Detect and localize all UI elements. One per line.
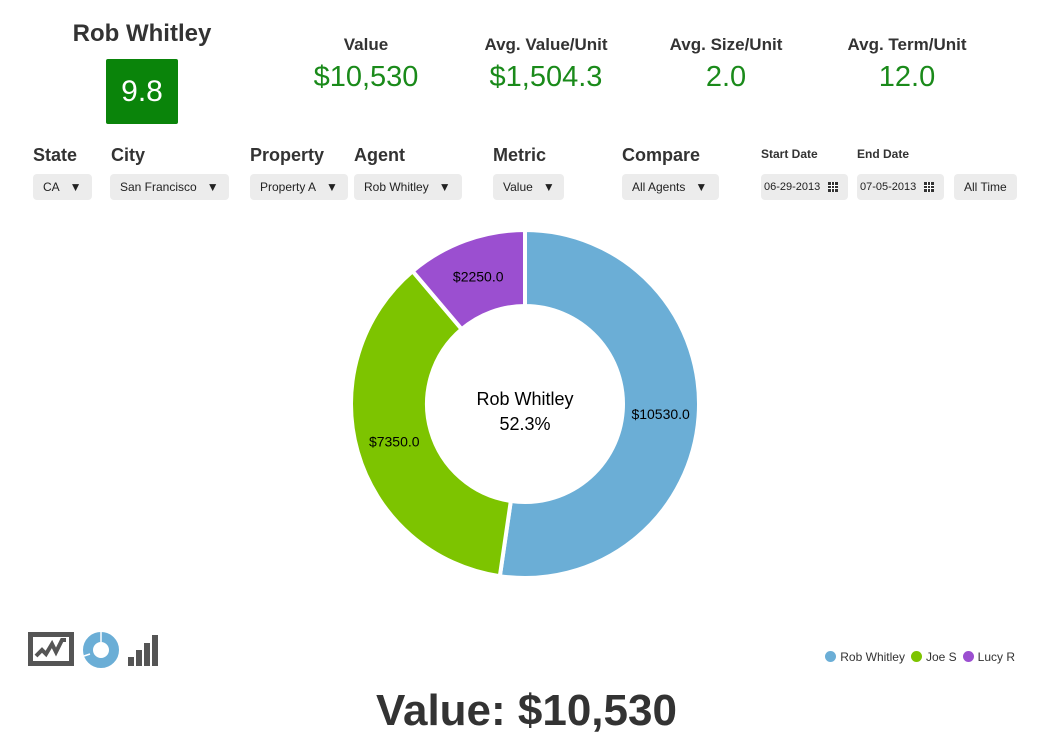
legend-dot [910,651,922,662]
city-value: San Francisco [120,180,197,194]
center-label: Rob Whitley [476,389,573,409]
state-select[interactable]: CA ▼ [33,174,92,200]
chevron-down-icon: ▼ [542,180,555,194]
stat-value: Value $10,530 [276,35,456,94]
calendar-icon[interactable] [924,182,935,193]
start-date-value: 06-29-2013 [764,181,821,193]
chevron-down-icon: ▼ [206,180,219,194]
compare-label: Compare [622,145,701,165]
stat-number: 12.0 [878,61,936,93]
metric-select[interactable]: Value ▼ [493,174,564,200]
chart-legend: Rob Whitley Joe S Lucy R [825,650,1015,664]
legend-item[interactable]: Joe S [910,650,957,664]
city-label: City [111,145,146,165]
compare-select[interactable]: All Agents ▼ [622,174,719,200]
end-date-value: 07-05-2013 [860,181,917,193]
start-date-label: Start Date [761,147,818,161]
total-value: Value: $10,530 [376,686,677,735]
agent-value: Rob Whitley [364,180,429,194]
stat-label: Value [343,35,389,54]
property-label: Property [250,145,325,165]
metric-label: Metric [493,145,547,165]
stat-number: 2.0 [705,61,747,93]
city-select[interactable]: San Francisco ▼ [110,174,229,200]
donut-chart-icon[interactable] [82,631,120,674]
center-percent: 52.3% [499,414,550,434]
legend-label: Rob Whitley [840,650,905,664]
slice-joe-s[interactable] [349,268,514,579]
legend-dot [962,651,974,662]
metric-value: Value [503,180,533,194]
stat-number: $10,530 [313,61,419,93]
property-select[interactable]: Property A ▼ [250,174,348,200]
compare-value: All Agents [632,180,686,194]
state-value: CA [43,180,60,194]
all-time-button[interactable]: All Time [954,174,1017,200]
agent-select[interactable]: Rob Whitley ▼ [354,174,462,200]
legend-item[interactable]: Lucy R [962,650,1015,664]
slice-label: $2250.0 [453,268,504,284]
end-date-input[interactable]: 07-05-2013 [857,174,944,200]
stat-label: Avg. Value/Unit [484,35,608,54]
legend-item[interactable]: Rob Whitley [825,650,905,664]
bar-chart-icon[interactable] [127,633,161,672]
slice-rob-whitley[interactable] [497,227,701,580]
state-label: State [33,145,78,165]
line-chart-icon[interactable] [28,632,74,666]
end-date-label: End Date [857,147,910,161]
agent-label: Agent [354,145,405,165]
agent-name: Rob Whitley [72,20,212,47]
property-value: Property A [260,180,317,194]
legend-label: Joe S [925,650,957,664]
slice-label: $7350.0 [369,433,420,449]
stat-number: $1,504.3 [489,61,603,93]
score-badge: 9.8 [106,59,178,124]
chevron-down-icon: ▼ [326,180,338,194]
stat-avg-value: Avg. Value/Unit $1,504.3 [456,35,636,94]
stat-label: Avg. Size/Unit [669,35,783,54]
chevron-down-icon: ▼ [438,180,451,194]
calendar-icon[interactable] [828,182,839,193]
legend-dot [825,651,837,662]
stat-avg-term: Avg. Term/Unit 12.0 [817,35,997,94]
slice-lucy-r[interactable] [409,227,527,333]
start-date-input[interactable]: 06-29-2013 [761,174,848,200]
legend-label: Lucy R [977,650,1015,664]
slice-label: $10530.0 [631,406,690,422]
stat-avg-size: Avg. Size/Unit 2.0 [636,35,816,94]
chevron-down-icon: ▼ [69,180,82,194]
stat-label: Avg. Term/Unit [847,35,967,54]
chevron-down-icon: ▼ [695,180,708,194]
